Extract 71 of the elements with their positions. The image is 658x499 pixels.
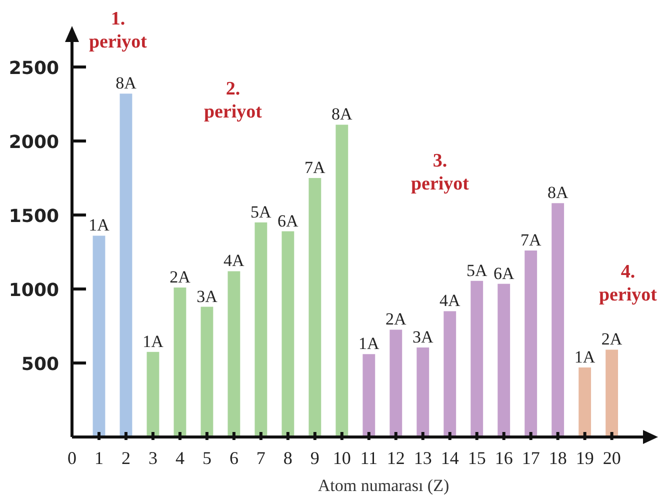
x-tick-label: 18 bbox=[548, 448, 567, 468]
x-tick-label: 14 bbox=[440, 448, 459, 468]
bar bbox=[606, 350, 618, 437]
annotation: 8A bbox=[547, 183, 569, 202]
x-tick-label: 5 bbox=[202, 448, 212, 468]
annotation: 1A bbox=[358, 334, 380, 354]
x-tick-label: 13 bbox=[414, 448, 432, 468]
y-tick-label: 500 bbox=[21, 354, 59, 375]
annotation: 4. periyot bbox=[598, 262, 658, 306]
annotation: 2. periyot bbox=[204, 78, 263, 122]
x-tick-label: 7 bbox=[256, 448, 266, 468]
annotation: 6A bbox=[278, 211, 300, 230]
annotation: 2A bbox=[601, 330, 623, 349]
x-tick-label: 0 bbox=[68, 448, 76, 468]
bar bbox=[416, 347, 430, 437]
x-tick-label: 15 bbox=[468, 448, 486, 468]
bar bbox=[498, 284, 510, 437]
bar bbox=[228, 271, 240, 437]
y-tick-label: 2000 bbox=[8, 132, 59, 153]
annotation: 5A bbox=[466, 260, 488, 280]
bar bbox=[308, 178, 322, 437]
bar bbox=[174, 288, 186, 437]
annotation: 8A bbox=[332, 104, 354, 124]
x-axis-title: Atom numarası (Z) bbox=[318, 476, 450, 495]
bar bbox=[362, 354, 376, 437]
y-tick-label: 1500 bbox=[8, 206, 59, 227]
annotation: 8A bbox=[116, 74, 138, 93]
x-tick-label: 9 bbox=[310, 448, 320, 468]
annotation: 7A bbox=[520, 230, 542, 250]
annotation: 4A bbox=[224, 251, 246, 270]
bar bbox=[390, 330, 402, 437]
annotation: 1. periyot bbox=[88, 8, 148, 52]
x-tick-label: 11 bbox=[360, 448, 378, 468]
annotation: 1A bbox=[574, 347, 596, 366]
annotation: 1A bbox=[142, 332, 164, 351]
bar bbox=[146, 352, 160, 437]
annotation: 3A bbox=[412, 327, 434, 346]
x-tick-label: 16 bbox=[494, 448, 513, 468]
y-tick-label: 1000 bbox=[8, 280, 59, 301]
annotation: 2A bbox=[170, 268, 192, 287]
x-tick-label: 3 bbox=[148, 448, 158, 468]
annotation: 1A bbox=[88, 216, 110, 235]
bar bbox=[470, 280, 484, 437]
x-tick-label: 8 bbox=[283, 448, 292, 468]
annotation: 7A bbox=[304, 158, 326, 177]
bar bbox=[524, 250, 538, 437]
x-tick-label: 10 bbox=[332, 448, 351, 468]
x-tick-label: 20 bbox=[602, 448, 621, 468]
annotation: 3. periyot bbox=[410, 150, 470, 194]
x-tick-label: 1 bbox=[94, 448, 104, 468]
bar bbox=[200, 306, 214, 437]
annotation: 2A bbox=[386, 310, 407, 329]
annotation: 6A bbox=[493, 264, 515, 283]
x-tick-label: 2 bbox=[121, 448, 130, 468]
bar bbox=[336, 124, 348, 437]
x-tick-label: 4 bbox=[175, 448, 184, 468]
x-tick-label: 17 bbox=[522, 448, 540, 468]
bar bbox=[92, 236, 106, 437]
bar bbox=[282, 231, 294, 437]
annotation: 3A bbox=[196, 286, 218, 306]
annotation: 4A bbox=[439, 291, 461, 310]
bar bbox=[254, 222, 268, 437]
bar bbox=[120, 94, 132, 437]
x-tick-label: 6 bbox=[229, 448, 238, 468]
annotation: 5A bbox=[250, 202, 272, 222]
y-tick-label: 2500 bbox=[8, 58, 59, 79]
x-tick-label: 12 bbox=[386, 448, 405, 468]
bar bbox=[552, 203, 564, 437]
x-tick-label: 19 bbox=[576, 448, 594, 468]
bar bbox=[444, 311, 456, 437]
bar bbox=[578, 367, 592, 437]
